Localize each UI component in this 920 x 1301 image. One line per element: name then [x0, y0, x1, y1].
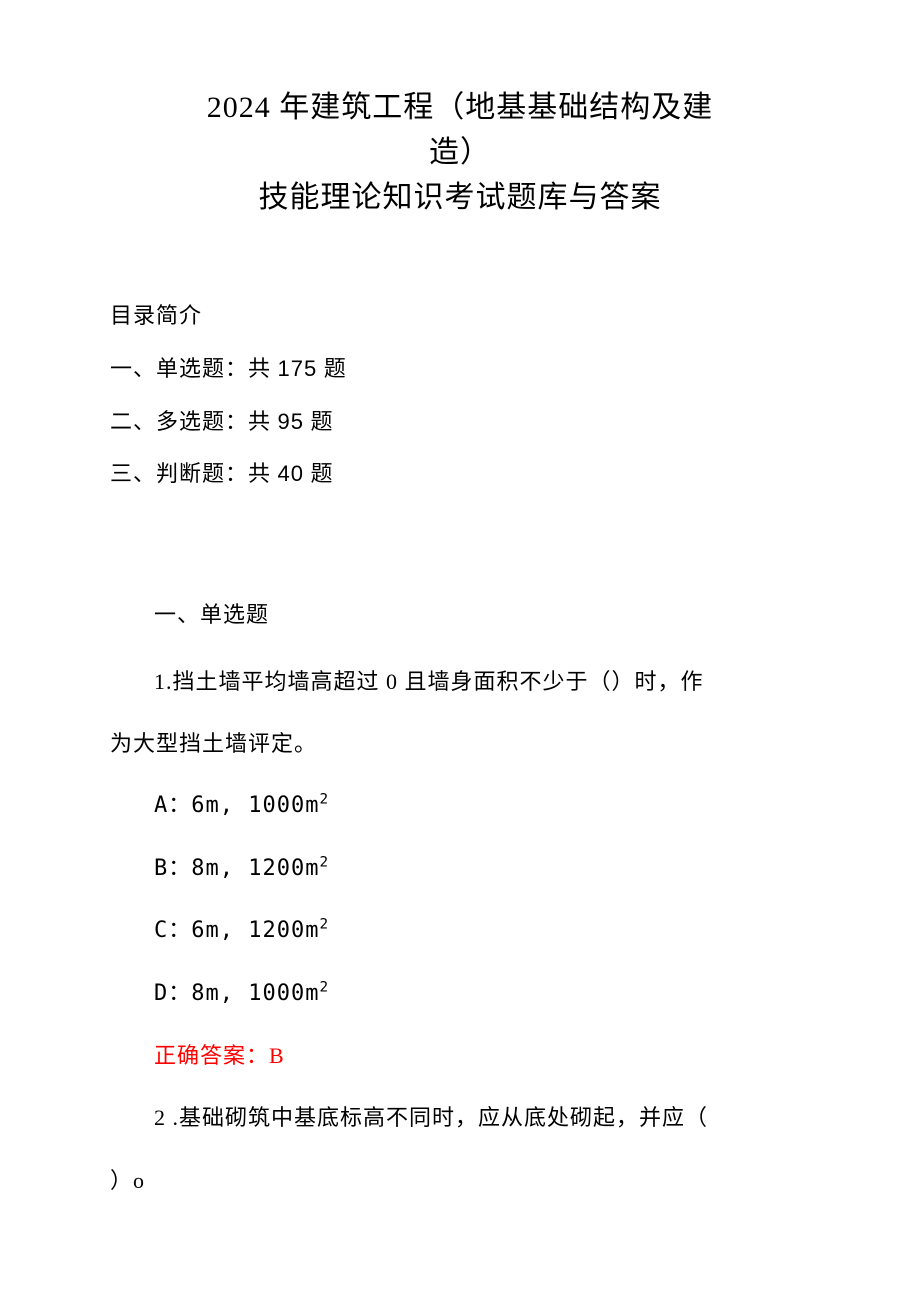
- toc-item-1-count: 175: [278, 356, 318, 381]
- choice-1-d-label: D：: [154, 981, 191, 1006]
- toc-item-3-count: 40: [278, 461, 304, 486]
- choice-1-a-val: 6m, 1000m: [191, 793, 319, 818]
- document-page: 2024 年建筑工程（地基基础结构及建 造） 技能理论知识考试题库与答案 目录简…: [0, 0, 920, 1279]
- toc-item-1: 一、单选题：共 175 题: [110, 343, 810, 396]
- toc-item-1-prefix: 一、单选题：共: [110, 356, 278, 381]
- table-of-contents: 目录简介 一、单选题：共 175 题 二、多选题：共 95 题 三、判断题：共 …: [110, 290, 810, 501]
- choice-1-c-exp: 2: [319, 917, 329, 933]
- question-2-line-a: 2 .基础砌筑中基底标高不同时，应从底处砌起，并应（: [110, 1094, 810, 1142]
- choice-1-d: D：8m, 1000m2: [110, 970, 810, 1018]
- answer-1: 正确答案：B: [110, 1032, 810, 1080]
- question-1-line-a: 1.挡土墙平均墙高超过 0 且墙身面积不少于（）时，作: [110, 658, 810, 706]
- choice-1-c-label: C：: [154, 918, 191, 943]
- choice-1-b-val: 8m, 1200m: [191, 856, 319, 881]
- toc-item-2: 二、多选题：共 95 题: [110, 396, 810, 449]
- content-body: 一、单选题 1.挡土墙平均墙高超过 0 且墙身面积不少于（）时，作 为大型挡土墙…: [110, 591, 810, 1205]
- question-1: 1.挡土墙平均墙高超过 0 且墙身面积不少于（）时，作 为大型挡土墙评定。: [110, 658, 810, 769]
- choice-1-b-label: B：: [154, 856, 191, 881]
- choice-1-a-label: A：: [154, 793, 191, 818]
- toc-item-2-prefix: 二、多选题：共: [110, 409, 278, 434]
- choice-1-c-val: 6m, 1200m: [191, 918, 319, 943]
- choice-1-b-exp: 2: [319, 854, 329, 870]
- toc-heading: 目录简介: [110, 290, 810, 343]
- title-line-3: 技能理论知识考试题库与答案: [110, 175, 810, 220]
- toc-item-2-suffix: 题: [304, 409, 334, 434]
- question-2-line-b: ）o: [110, 1157, 810, 1205]
- toc-item-1-suffix: 题: [317, 356, 347, 381]
- choice-1-c: C：6m, 1200m2: [110, 907, 810, 955]
- toc-item-3-suffix: 题: [304, 461, 334, 486]
- toc-item-3-prefix: 三、判断题：共: [110, 461, 278, 486]
- title-line-2: 造）: [110, 130, 810, 175]
- choice-1-a: A：6m, 1000m2: [110, 782, 810, 830]
- choice-1-b: B：8m, 1200m2: [110, 845, 810, 893]
- toc-item-3: 三、判断题：共 40 题: [110, 448, 810, 501]
- title-block: 2024 年建筑工程（地基基础结构及建 造） 技能理论知识考试题库与答案: [110, 85, 810, 220]
- choice-1-d-exp: 2: [319, 979, 329, 995]
- question-2: 2 .基础砌筑中基底标高不同时，应从底处砌起，并应（ ）o: [110, 1094, 810, 1205]
- question-1-line-b: 为大型挡土墙评定。: [110, 720, 810, 768]
- section-1-heading: 一、单选题: [110, 591, 810, 639]
- toc-item-2-count: 95: [278, 409, 304, 434]
- choice-1-d-val: 8m, 1000m: [191, 981, 319, 1006]
- title-line-1: 2024 年建筑工程（地基基础结构及建: [110, 85, 810, 130]
- choice-1-a-exp: 2: [319, 792, 329, 808]
